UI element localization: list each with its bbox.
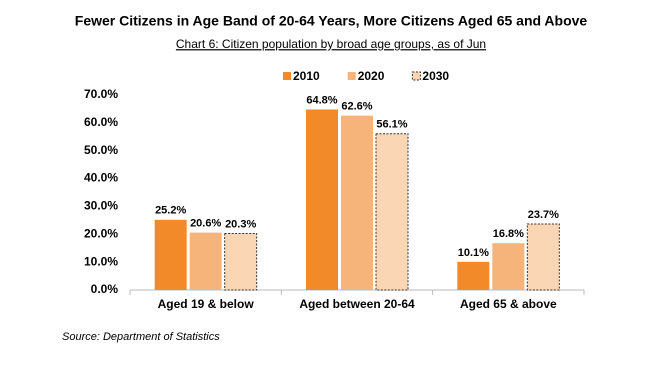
legend-swatch xyxy=(411,71,421,81)
bar xyxy=(189,232,222,290)
value-label: 20.3% xyxy=(225,218,256,230)
value-label: 62.6% xyxy=(341,101,372,113)
value-label: 56.1% xyxy=(376,119,407,131)
y-tick-label: 50.0% xyxy=(84,143,118,157)
y-tick-label: 30.0% xyxy=(84,199,118,213)
value-label: 23.7% xyxy=(528,209,559,221)
y-tick-label: 0.0% xyxy=(91,282,119,296)
legend-swatch xyxy=(347,72,356,80)
bar xyxy=(341,115,373,290)
legend-label: 2030 xyxy=(422,69,449,83)
value-label: 20.6% xyxy=(190,218,221,230)
bar xyxy=(526,223,560,291)
legend-swatch xyxy=(283,72,291,80)
x-tick-label: Aged between 20-64 xyxy=(299,297,415,311)
y-tick-label: 60.0% xyxy=(84,115,118,129)
bar xyxy=(457,261,490,290)
chart-subtitle: Chart 6: Citizen population by broad age… xyxy=(176,37,486,51)
bar xyxy=(224,232,258,291)
chart-title: Fewer Citizens in Age Band of 20-64 Year… xyxy=(75,13,588,29)
source: Source: Department of Statistics xyxy=(62,331,220,343)
value-label: 25.2% xyxy=(155,205,186,217)
bar xyxy=(306,109,338,290)
value-label: 64.8% xyxy=(306,94,337,106)
bar xyxy=(492,243,525,290)
y-tick-label: 70.0% xyxy=(84,87,118,101)
bar xyxy=(375,133,409,291)
y-tick-label: 20.0% xyxy=(84,226,118,240)
value-label: 16.8% xyxy=(493,228,524,240)
y-tick-label: 40.0% xyxy=(84,171,118,185)
x-tick-label: Aged 65 & above xyxy=(460,297,557,311)
legend-label: 2020 xyxy=(358,69,385,83)
y-tick-label: 10.0% xyxy=(84,254,118,268)
x-tick-label: Aged 19 & below xyxy=(158,297,255,311)
value-label: 10.1% xyxy=(458,247,489,259)
legend-label: 2010 xyxy=(293,69,320,83)
bar xyxy=(154,219,187,290)
